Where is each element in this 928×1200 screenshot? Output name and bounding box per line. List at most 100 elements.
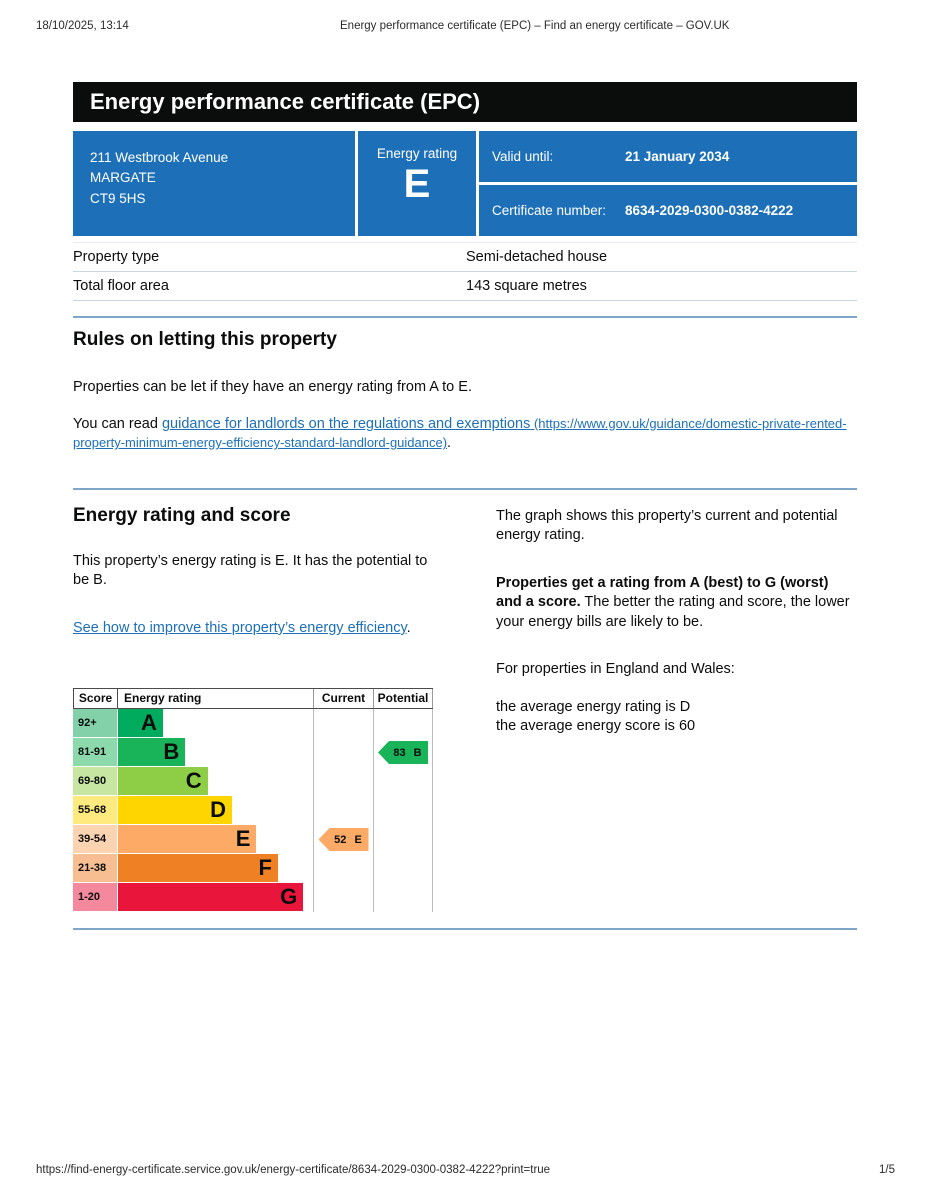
band-bar-cell: B	[118, 738, 313, 767]
score-column-header: Score	[73, 689, 118, 708]
epc-band-row-b: 81-91 B 83 B	[73, 738, 433, 767]
band-score-range: 1-20	[73, 883, 118, 912]
rating-column-header: Energy rating	[124, 691, 202, 705]
band-bar-a: A	[118, 709, 163, 737]
epc-band-row-e: 39-54 E 52 E	[73, 825, 433, 854]
print-header-title: Energy performance certificate (EPC) – F…	[340, 20, 730, 32]
current-column-cell: 52 E	[313, 825, 373, 854]
current-column-cell	[313, 738, 373, 767]
potential-column-cell	[373, 796, 433, 825]
average-rating-line: the average energy rating is D	[496, 699, 691, 715]
certificate-number-label: Certificate number:	[492, 203, 607, 218]
rules-guidance-paragraph: You can read guidance for landlords on t…	[73, 415, 857, 454]
band-bar-cell: C	[118, 767, 313, 796]
band-bar-g: G	[118, 883, 304, 911]
epc-band-row-f: 21-38 F	[73, 854, 433, 883]
guidance-text-suffix: .	[447, 435, 452, 452]
band-bar-f: F	[118, 854, 278, 882]
print-header-datetime: 18/10/2025, 13:14	[36, 20, 129, 32]
address-line-3: CT9 5HS	[90, 190, 146, 206]
section-divider	[73, 488, 857, 490]
valid-until-row: Valid until: 21 January 2034	[479, 131, 857, 182]
band-bar-e: E	[118, 825, 257, 853]
potential-column-cell: 83 B	[373, 738, 433, 767]
energy-rating-section: Energy rating and score This property’s …	[73, 503, 857, 928]
potential-column-cell	[373, 767, 433, 796]
band-bar-b: B	[118, 738, 186, 766]
epc-band-row-a: 92+ A	[73, 709, 433, 738]
improve-link-suffix: .	[406, 620, 411, 636]
property-type-label: Property type	[73, 249, 160, 265]
section-divider	[73, 928, 857, 930]
current-column-header: Current	[313, 689, 373, 708]
print-footer-url: https://find-energy-certificate.service.…	[36, 1164, 551, 1176]
certificate-title: Energy performance certificate (EPC)	[90, 89, 481, 114]
energy-rating-label: Energy rating	[376, 146, 458, 161]
band-score-range: 55-68	[73, 796, 118, 825]
epc-band-row-d: 55-68 D	[73, 796, 433, 825]
band-score-range: 81-91	[73, 738, 118, 767]
certificate-page: Energy performance certificate (EPC) 211…	[73, 0, 857, 1200]
band-bar-cell: F	[118, 854, 313, 883]
energy-rating-heading: Energy rating and score	[73, 505, 291, 526]
band-score-range: 92+	[73, 709, 118, 738]
floor-area-label: Total floor area	[73, 278, 169, 294]
epc-chart-rows: 92+ A 81-91 B 83 B 69-80 C 55-68 D 39-54 E 52 E 21-3…	[73, 709, 433, 912]
guidance-text-prefix: You can read	[73, 416, 162, 432]
averages-text: the average energy rating is D the avera…	[496, 698, 857, 737]
england-wales-intro: For properties in England and Wales:	[496, 661, 735, 677]
certificate-number-value: 8634-2029-0300-0382-4222	[625, 203, 794, 218]
property-address: 211 Westbrook Avenue MARGATE CT9 5HS	[73, 131, 355, 236]
rules-paragraph: Properties can be let if they have an en…	[73, 379, 472, 395]
current-column-cell	[313, 796, 373, 825]
landlord-guidance-url: (https://www.gov.uk/guidance/domestic-pr…	[73, 416, 847, 451]
rating-summary-paragraph: This property’s energy rating is E. It h…	[73, 553, 428, 589]
current-rating-arrow: 52 E	[318, 828, 369, 851]
validity-cells: Valid until: 21 January 2034 Certificate…	[479, 131, 857, 236]
band-bar-d: D	[118, 796, 233, 824]
potential-column-cell	[373, 883, 433, 912]
table-row: Property type Semi-detached house	[73, 242, 857, 272]
potential-rating-arrow: 83 B	[378, 741, 428, 764]
rules-heading: Rules on letting this property	[73, 329, 337, 350]
graph-explanation: The graph shows this property’s current …	[496, 508, 838, 544]
current-column-cell	[313, 709, 373, 738]
potential-column-cell	[373, 854, 433, 883]
certificate-banner: Energy performance certificate (EPC)	[73, 82, 857, 122]
address-line-1: 211 Westbrook Avenue	[90, 150, 229, 165]
energy-rating-cell: Energy rating E	[358, 131, 476, 236]
current-column-cell	[313, 767, 373, 796]
improve-efficiency-paragraph: See how to improve this property’s energ…	[73, 619, 437, 638]
band-score-range: 39-54	[73, 825, 118, 854]
band-score-range: 69-80	[73, 767, 118, 796]
landlord-guidance-link[interactable]: guidance for landlords on the regulation…	[73, 416, 847, 451]
property-details-table: Property type Semi-detached house Total …	[73, 242, 857, 301]
section-divider	[73, 316, 857, 318]
table-row: Total floor area 143 square metres	[73, 272, 857, 301]
band-score-range: 21-38	[73, 854, 118, 883]
epc-band-row-c: 69-80 C	[73, 767, 433, 796]
potential-column-cell	[373, 825, 433, 854]
print-footer-page-number: 1/5	[879, 1164, 895, 1176]
average-score-line: the average energy score is 60	[496, 718, 696, 735]
epc-band-row-g: 1-20 G	[73, 883, 433, 912]
current-column-cell	[313, 883, 373, 912]
property-type-value: Semi-detached house	[466, 249, 608, 265]
valid-until-value: 21 January 2034	[625, 149, 730, 164]
band-bar-cell: A	[118, 709, 313, 738]
floor-area-value: 143 square metres	[466, 278, 587, 294]
current-column-cell	[313, 854, 373, 883]
epc-chart-header: Score Energy rating Current Potential	[73, 688, 433, 709]
certificate-number-row: Certificate number: 8634-2029-0300-0382-…	[479, 185, 857, 236]
valid-until-label: Valid until:	[492, 149, 554, 164]
band-bar-cell: G	[118, 883, 313, 912]
potential-column-cell	[373, 709, 433, 738]
certificate-summary-box: 211 Westbrook Avenue MARGATE CT9 5HS Ene…	[73, 131, 857, 236]
improve-efficiency-link[interactable]: See how to improve this property’s energ…	[73, 620, 407, 636]
rating-scale-explanation: Properties get a rating from A (best) to…	[496, 575, 850, 630]
band-bar-cell: D	[118, 796, 313, 825]
energy-rating-value: E	[403, 162, 431, 206]
epc-chart: Score Energy rating Current Potential 92…	[73, 688, 433, 912]
address-line-2: MARGATE	[90, 170, 156, 186]
band-bar-c: C	[118, 767, 208, 795]
